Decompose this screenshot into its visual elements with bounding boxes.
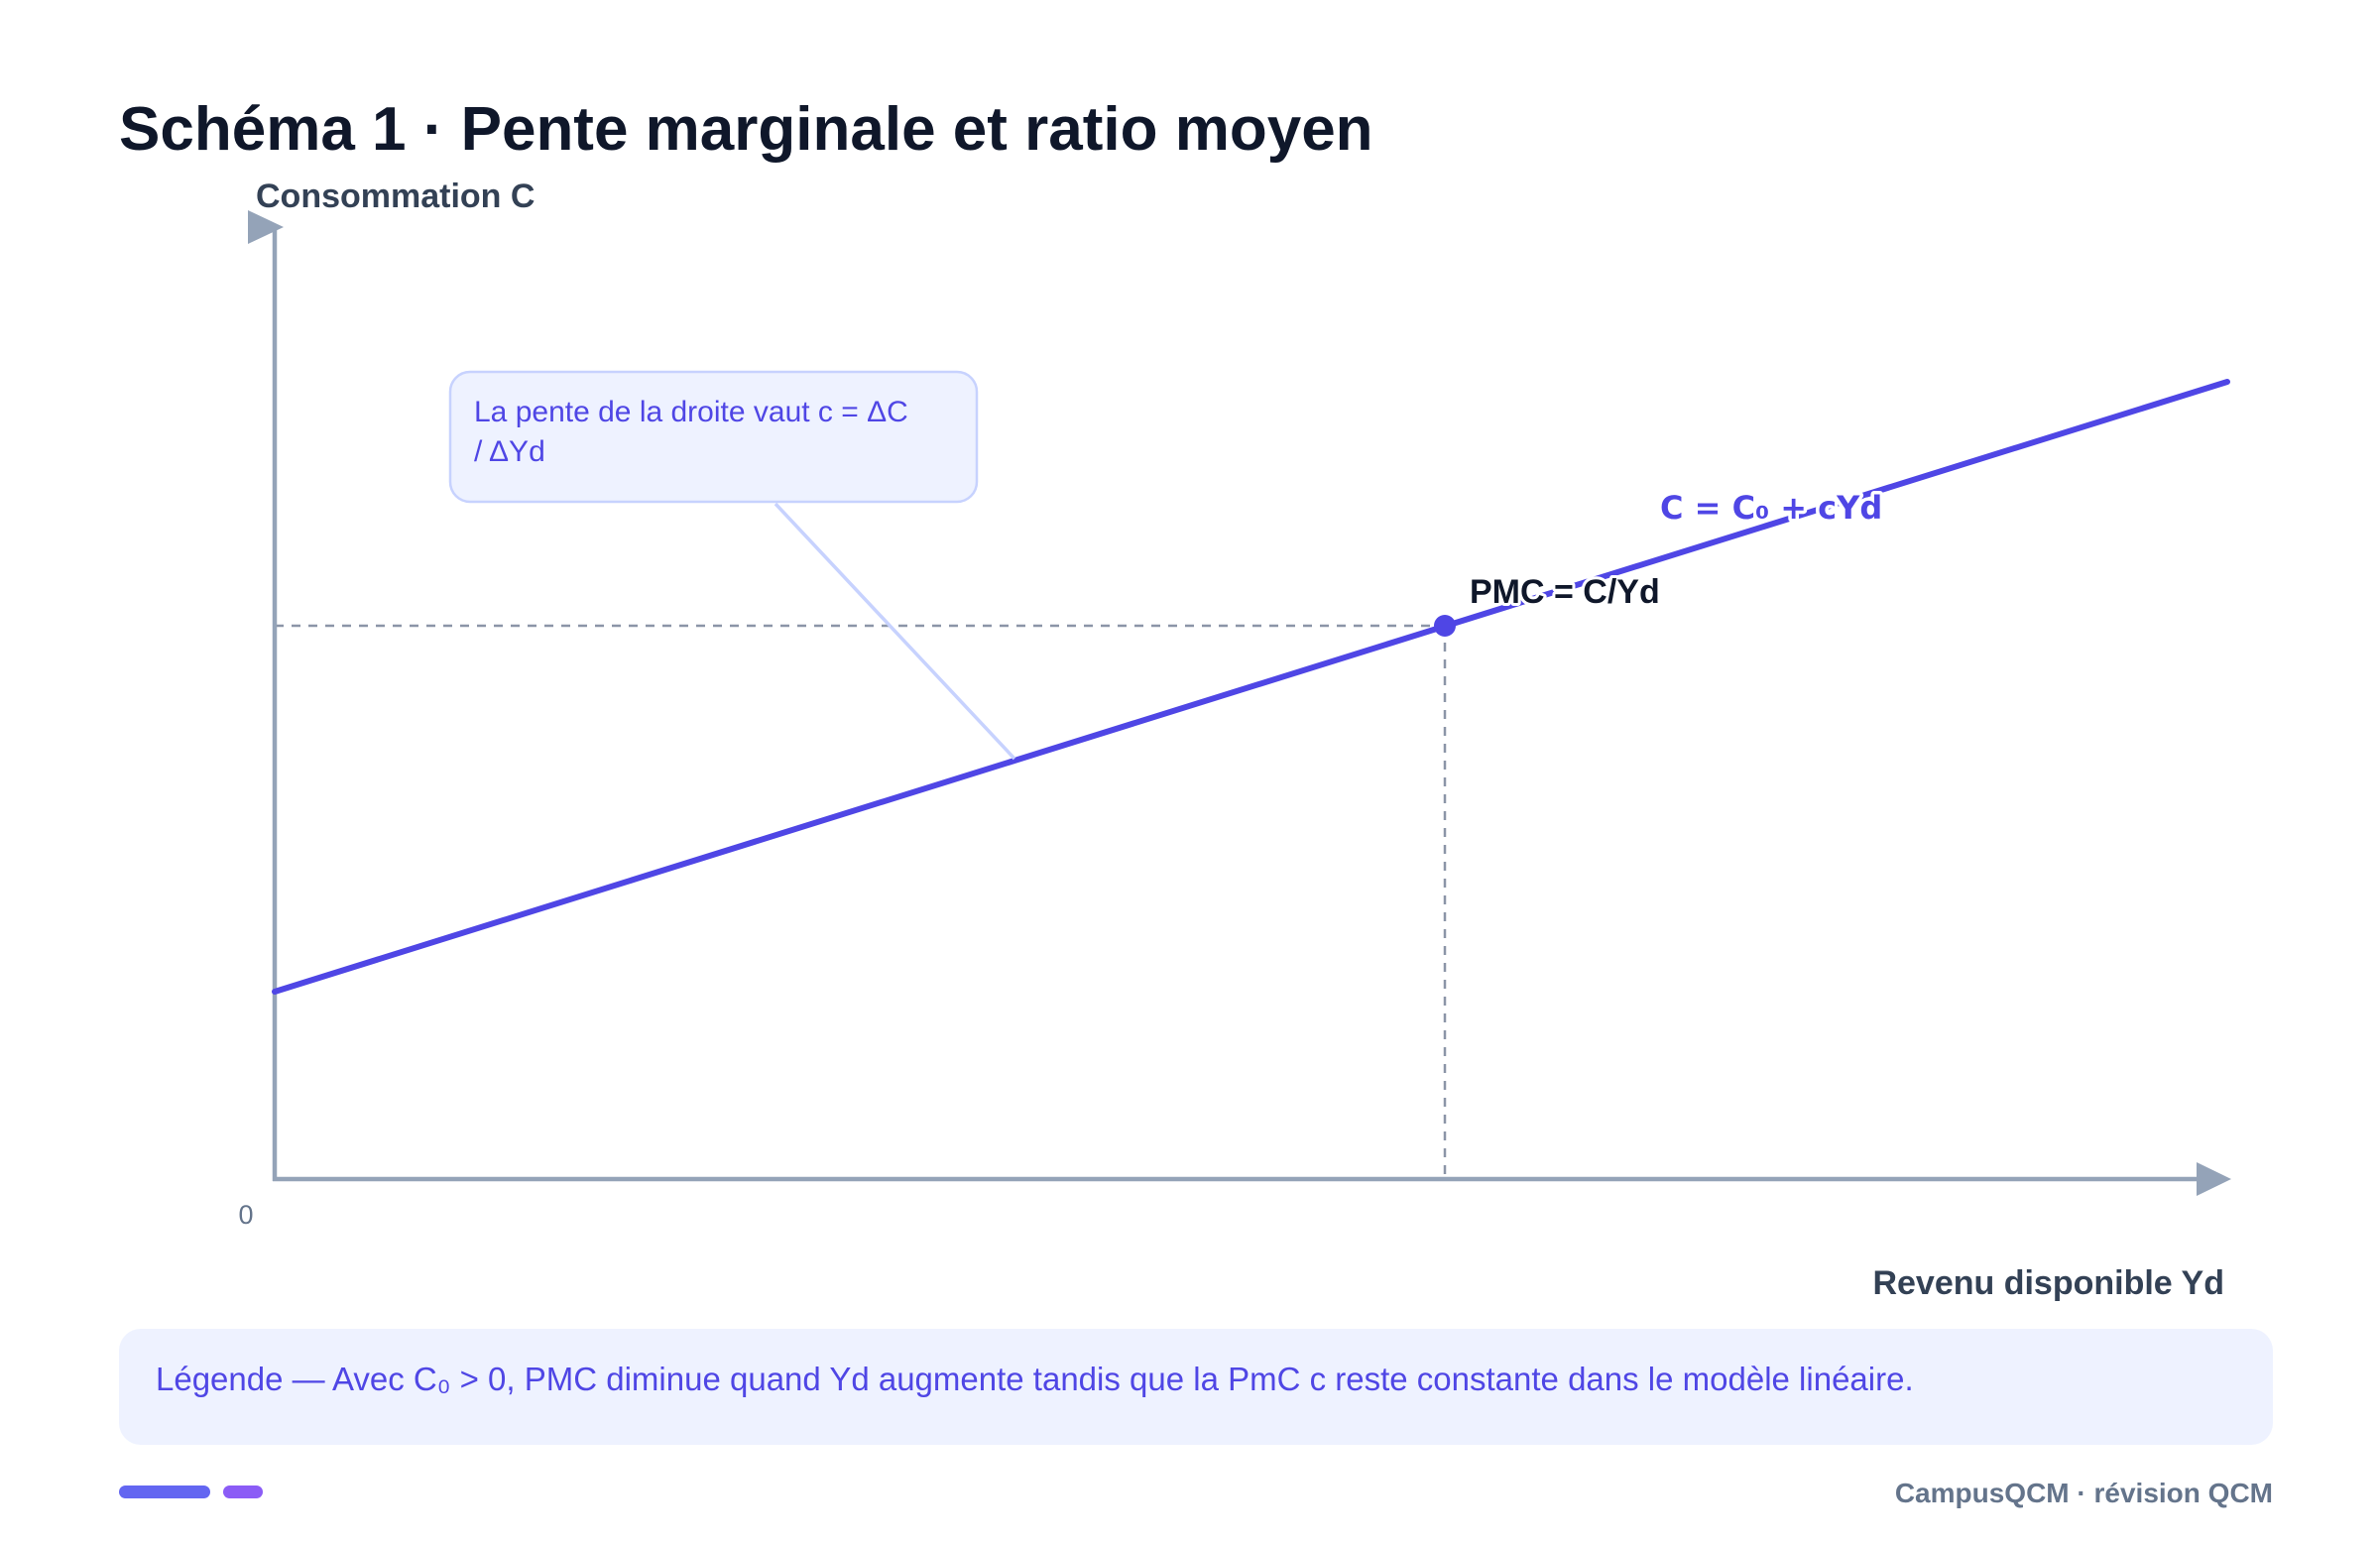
callout-text-line-1: La pente de la droite vaut c = ΔC xyxy=(474,396,908,428)
consumption-line xyxy=(272,379,2230,995)
x-axis-arrow-icon xyxy=(2197,1162,2231,1196)
slope-callout: La pente de la droite vaut c = ΔC / ΔYd xyxy=(448,370,979,504)
footer-pill-secondary xyxy=(223,1486,263,1498)
page-title: Schéma 1 · Pente marginale et ratio moye… xyxy=(119,95,1373,164)
x-axis-label: Revenu disponible Yd xyxy=(1872,1264,2224,1302)
guide-lines xyxy=(275,624,1447,1179)
pmc-point xyxy=(1434,615,1456,637)
line-equation-label: C = C₀ + cYd xyxy=(1660,489,1882,527)
y-axis-arrow-icon xyxy=(248,210,284,244)
origin-label: 0 xyxy=(238,1200,253,1230)
footer-pill-primary xyxy=(119,1486,210,1498)
footer: CampusQCM · révision QCM xyxy=(119,1478,2273,1508)
callout-text-line-2: / ΔYd xyxy=(474,435,545,468)
footer-brand: CampusQCM · révision QCM xyxy=(1895,1478,2273,1508)
callout-box xyxy=(448,370,979,504)
callout-leader-line xyxy=(774,502,1016,761)
axes xyxy=(248,210,2231,1196)
legend: Légende — Avec C₀ > 0, PMC diminue quand… xyxy=(119,1329,2273,1445)
y-axis-label: Consommation C xyxy=(256,178,535,215)
point-label: PMC = C/Yd xyxy=(1470,573,1660,611)
legend-box xyxy=(119,1329,2273,1445)
legend-text: Légende — Avec C₀ > 0, PMC diminue quand… xyxy=(156,1361,1914,1397)
